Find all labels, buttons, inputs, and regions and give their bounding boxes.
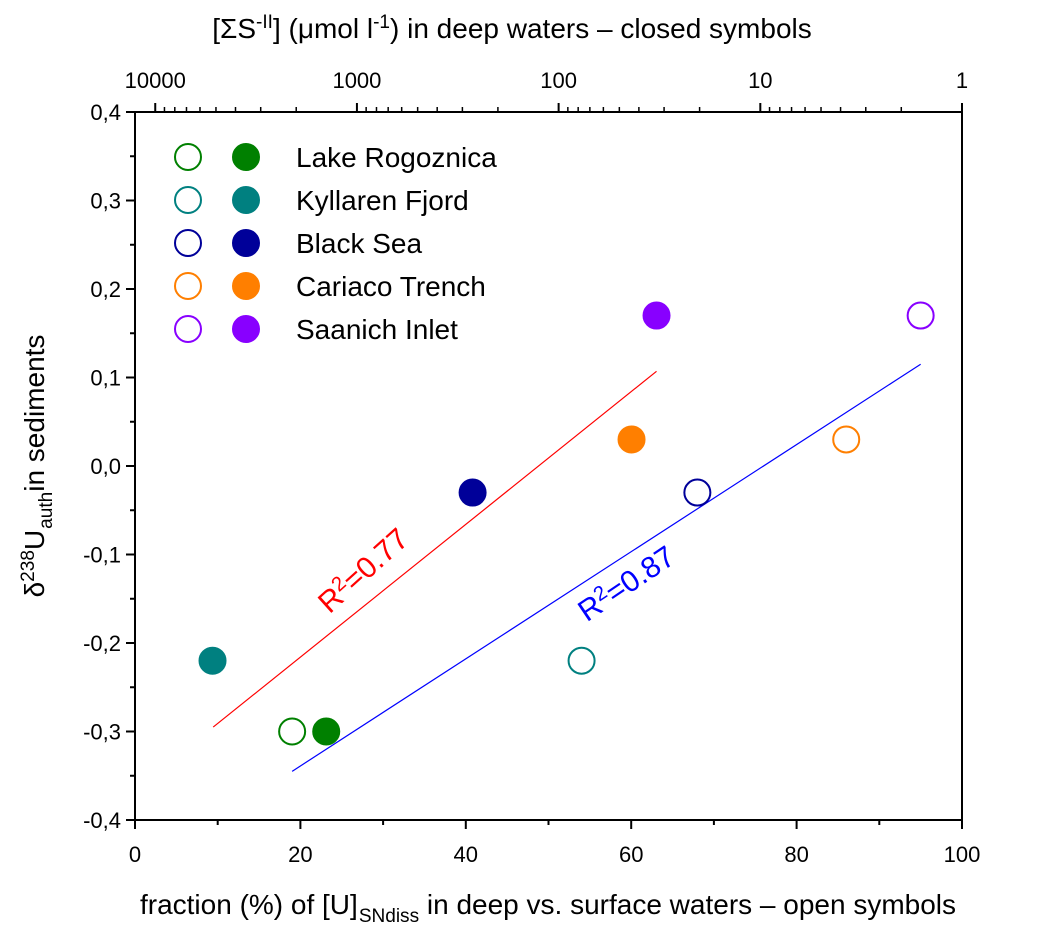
fit-label: R2=0.77	[311, 521, 415, 619]
legend-label: Lake Rogoznica	[296, 142, 497, 173]
fit-line	[212, 370, 657, 728]
y-axis-label: δ238Uauthin sediments	[18, 335, 57, 598]
text-part: -1	[373, 12, 390, 33]
y-tick-label: -0,1	[83, 543, 121, 568]
legend-label: Kyllaren Fjord	[296, 185, 469, 216]
text-part: auth	[36, 492, 57, 529]
text-part: [ΣS	[212, 13, 256, 44]
legend-closed-symbol	[232, 229, 260, 257]
y-tick-label: -0,4	[83, 808, 121, 833]
y-tick-label: 0,3	[90, 189, 121, 214]
closed-point	[642, 301, 671, 330]
plot-frame	[134, 111, 963, 821]
x2-tick-label: 1	[956, 68, 968, 93]
x-tick-label: 0	[129, 842, 141, 867]
x-tick-label: 60	[619, 842, 643, 867]
text-part: 238	[18, 550, 39, 582]
open-point	[683, 478, 712, 507]
text-part: ] (μmol l	[273, 13, 373, 44]
x-tick-label: 40	[454, 842, 478, 867]
text-part: -II	[256, 12, 273, 33]
y-tick-label: -0,3	[83, 720, 121, 745]
legend-open-symbol	[174, 272, 202, 300]
x-tick-label: 80	[784, 842, 808, 867]
fit-line	[291, 363, 921, 772]
open-point	[832, 425, 861, 454]
legend-label: Cariaco Trench	[296, 271, 486, 302]
y-tick-label: 0,1	[90, 366, 121, 391]
fit-label: R2=0.87	[572, 539, 681, 628]
y-tick-label: -0,2	[83, 631, 121, 656]
x2-tick-label: 1000	[332, 68, 381, 93]
text-part: U	[19, 530, 50, 550]
y-tick-label: 0,2	[90, 277, 121, 302]
x-axis-label: fraction (%) of [U]SNdiss in deep vs. su…	[140, 889, 956, 927]
legend-label: Black Sea	[296, 228, 422, 259]
legend-label: Saanich Inlet	[296, 314, 458, 345]
closed-point	[458, 478, 487, 507]
text-part: fraction (%) of [U]	[140, 889, 358, 920]
x2-tick-label: 10000	[125, 68, 186, 93]
x2-axis-label: [ΣS-II] (μmol l-1) in deep waters – clos…	[212, 12, 812, 44]
legend-closed-symbol	[232, 315, 260, 343]
y-tick-label: 0,4	[90, 100, 121, 125]
text-part: in sediments	[19, 335, 50, 492]
x2-tick-label: 10	[748, 68, 772, 93]
legend-open-symbol	[174, 186, 202, 214]
text-part: =0.87	[600, 540, 681, 610]
closed-point	[617, 425, 646, 454]
text-part: in deep vs. surface waters – open symbol…	[419, 889, 956, 920]
open-point	[567, 646, 596, 675]
legend-closed-symbol	[232, 272, 260, 300]
text-part: δ	[19, 582, 50, 598]
legend-open-symbol	[174, 315, 202, 343]
text-part: =0.77	[337, 522, 416, 597]
legend-closed-symbol	[232, 186, 260, 214]
x-tick-label: 20	[288, 842, 312, 867]
legend-closed-symbol	[232, 143, 260, 171]
legend-open-symbol	[174, 143, 202, 171]
closed-point	[312, 717, 341, 746]
open-point	[278, 717, 307, 746]
legend-open-symbol	[174, 229, 202, 257]
text-part: ) in deep waters – closed symbols	[390, 13, 812, 44]
x-tick-label: 100	[944, 842, 981, 867]
y-tick-label: 0,0	[90, 454, 121, 479]
open-point	[906, 301, 935, 330]
text-part: SNdiss	[359, 906, 419, 927]
closed-point	[198, 646, 227, 675]
x2-tick-label: 100	[540, 68, 577, 93]
